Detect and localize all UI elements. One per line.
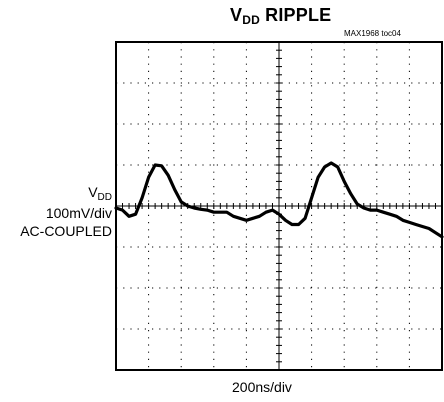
y-axis-coupling: AC-COUPLED (20, 223, 112, 239)
chart-title: VDD RIPPLE (230, 5, 332, 27)
plot-frame (115, 41, 443, 371)
y-axis-scale: 100mV/div (45, 205, 112, 221)
y-axis-label: VDD 100mV/div AC-COUPLED (0, 183, 112, 240)
grid (116, 42, 442, 370)
figure-id: MAX1968 toc04 (344, 29, 401, 38)
ripple-trace (114, 161, 444, 239)
x-axis-label: 200ns/div (232, 379, 292, 395)
y-axis-signal: VDD (88, 184, 112, 203)
